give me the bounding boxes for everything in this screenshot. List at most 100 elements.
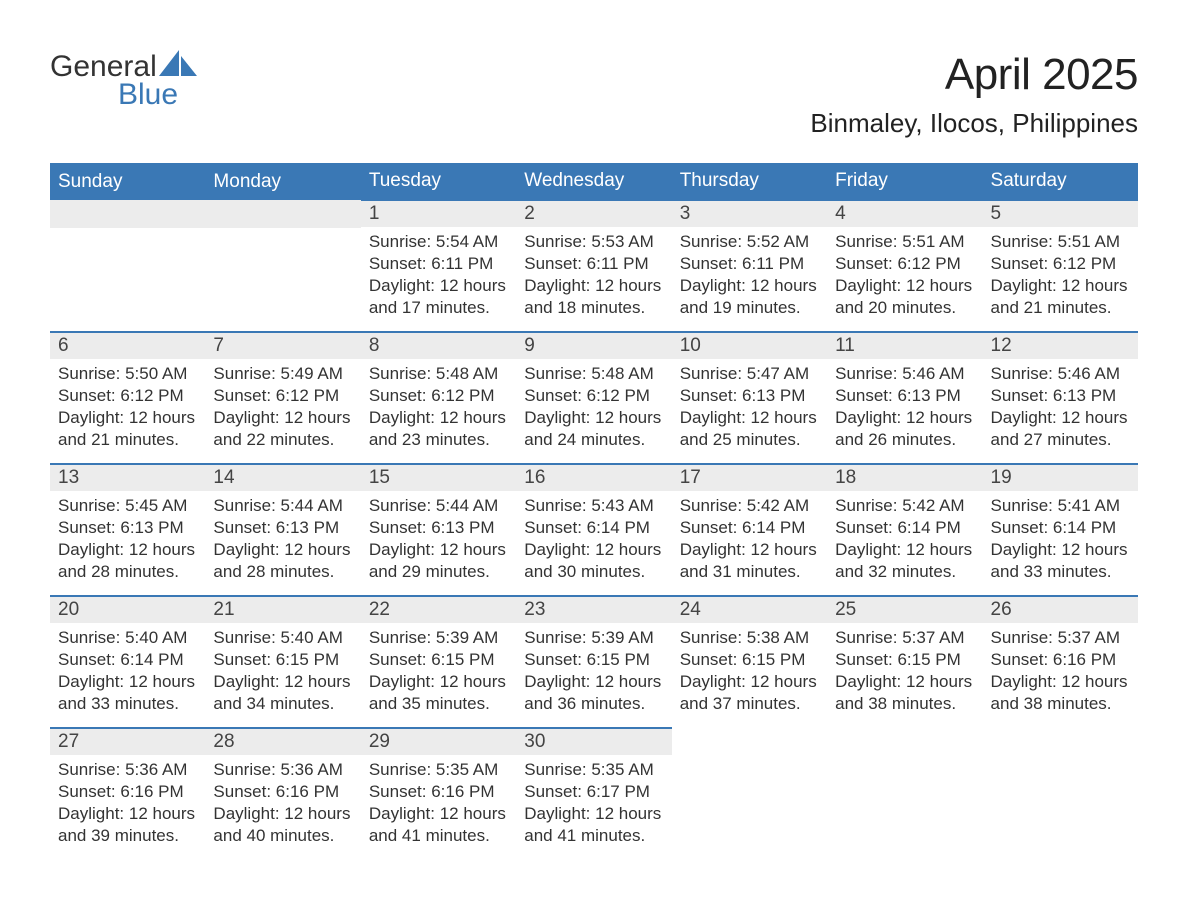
sunset-line: Sunset: 6:11 PM xyxy=(524,253,663,275)
calendar-cell: 5Sunrise: 5:51 AMSunset: 6:12 PMDaylight… xyxy=(983,200,1138,332)
day-number: 27 xyxy=(50,729,205,755)
sunrise-line: Sunrise: 5:42 AM xyxy=(835,495,974,517)
daylight-line: Daylight: 12 hours and 33 minutes. xyxy=(991,539,1130,583)
sunset-line: Sunset: 6:14 PM xyxy=(680,517,819,539)
sunset-line: Sunset: 6:14 PM xyxy=(835,517,974,539)
day-details: Sunrise: 5:42 AMSunset: 6:14 PMDaylight:… xyxy=(672,491,827,591)
sunset-line: Sunset: 6:15 PM xyxy=(213,649,352,671)
calendar-cell: 25Sunrise: 5:37 AMSunset: 6:15 PMDayligh… xyxy=(827,596,982,728)
day-number: 6 xyxy=(50,333,205,359)
daylight-line: Daylight: 12 hours and 18 minutes. xyxy=(524,275,663,319)
day-number: 16 xyxy=(516,465,671,491)
title-block: April 2025 Binmaley, Ilocos, Philippines xyxy=(810,50,1138,139)
sunset-line: Sunset: 6:13 PM xyxy=(369,517,508,539)
sunrise-line: Sunrise: 5:42 AM xyxy=(680,495,819,517)
day-details: Sunrise: 5:42 AMSunset: 6:14 PMDaylight:… xyxy=(827,491,982,591)
calendar-cell: 8Sunrise: 5:48 AMSunset: 6:12 PMDaylight… xyxy=(361,332,516,464)
daylight-line: Daylight: 12 hours and 41 minutes. xyxy=(369,803,508,847)
sunset-line: Sunset: 6:13 PM xyxy=(58,517,197,539)
daylight-line: Daylight: 12 hours and 32 minutes. xyxy=(835,539,974,583)
calendar-cell xyxy=(827,728,982,860)
day-details: Sunrise: 5:45 AMSunset: 6:13 PMDaylight:… xyxy=(50,491,205,591)
calendar-cell: 24Sunrise: 5:38 AMSunset: 6:15 PMDayligh… xyxy=(672,596,827,728)
weekday-header: Sunday xyxy=(50,163,205,200)
sunset-line: Sunset: 6:14 PM xyxy=(58,649,197,671)
calendar-cell: 14Sunrise: 5:44 AMSunset: 6:13 PMDayligh… xyxy=(205,464,360,596)
day-details: Sunrise: 5:40 AMSunset: 6:15 PMDaylight:… xyxy=(205,623,360,723)
header: General Blue April 2025 Binmaley, Ilocos… xyxy=(50,50,1138,139)
day-details: Sunrise: 5:36 AMSunset: 6:16 PMDaylight:… xyxy=(50,755,205,855)
day-number: 8 xyxy=(361,333,516,359)
daylight-line: Daylight: 12 hours and 41 minutes. xyxy=(524,803,663,847)
sunset-line: Sunset: 6:15 PM xyxy=(524,649,663,671)
calendar-body: 1Sunrise: 5:54 AMSunset: 6:11 PMDaylight… xyxy=(50,200,1138,860)
sunset-line: Sunset: 6:14 PM xyxy=(524,517,663,539)
sunset-line: Sunset: 6:15 PM xyxy=(835,649,974,671)
calendar-cell: 3 Sunrise: 5:52 AMSunset: 6:11 PMDaylight… xyxy=(672,200,827,332)
sunrise-line: Sunrise: 5:50 AM xyxy=(58,363,197,385)
calendar-cell: 12Sunrise: 5:46 AMSunset: 6:13 PMDayligh… xyxy=(983,332,1138,464)
sunrise-line: Sunrise: 5:44 AM xyxy=(213,495,352,517)
sunrise-line: Sunrise: 5:54 AM xyxy=(369,231,508,253)
calendar-cell: 4Sunrise: 5:51 AMSunset: 6:12 PMDaylight… xyxy=(827,200,982,332)
sunrise-line: Sunrise: 5:37 AM xyxy=(835,627,974,649)
daylight-line: Daylight: 12 hours and 38 minutes. xyxy=(991,671,1130,715)
day-number: 4 xyxy=(827,201,982,227)
daylight-line: Daylight: 12 hours and 40 minutes. xyxy=(213,803,352,847)
sunrise-line: Sunrise: 5:36 AM xyxy=(58,759,197,781)
day-details: Sunrise: 5:48 AMSunset: 6:12 PMDaylight:… xyxy=(361,359,516,459)
day-number: 23 xyxy=(516,597,671,623)
day-number: 1 xyxy=(361,201,516,227)
calendar-cell: 7Sunrise: 5:49 AMSunset: 6:12 PMDaylight… xyxy=(205,332,360,464)
daylight-line: Daylight: 12 hours and 37 minutes. xyxy=(680,671,819,715)
day-number: 5 xyxy=(983,201,1138,227)
sunset-line: Sunset: 6:11 PM xyxy=(680,253,819,275)
daylight-line: Daylight: 12 hours and 24 minutes. xyxy=(524,407,663,451)
day-number: 3 xyxy=(672,201,827,227)
day-details: Sunrise: 5:48 AMSunset: 6:12 PMDaylight:… xyxy=(516,359,671,459)
sunrise-line: Sunrise: 5:47 AM xyxy=(680,363,819,385)
sunrise-line: Sunrise: 5:36 AM xyxy=(213,759,352,781)
sunrise-line: Sunrise: 5:39 AM xyxy=(524,627,663,649)
calendar-cell xyxy=(50,200,205,332)
day-details: Sunrise: 5:40 AMSunset: 6:14 PMDaylight:… xyxy=(50,623,205,723)
sunset-line: Sunset: 6:16 PM xyxy=(213,781,352,803)
sunrise-line: Sunrise: 5:52 AM xyxy=(680,231,819,253)
daylight-line: Daylight: 12 hours and 17 minutes. xyxy=(369,275,508,319)
day-details: Sunrise: 5:43 AMSunset: 6:14 PMDaylight:… xyxy=(516,491,671,591)
calendar-cell: 15Sunrise: 5:44 AMSunset: 6:13 PMDayligh… xyxy=(361,464,516,596)
sunset-line: Sunset: 6:12 PM xyxy=(991,253,1130,275)
empty-day-header xyxy=(50,200,205,228)
calendar-cell: 17Sunrise: 5:42 AMSunset: 6:14 PMDayligh… xyxy=(672,464,827,596)
day-number: 2 xyxy=(516,201,671,227)
sunset-line: Sunset: 6:12 PM xyxy=(369,385,508,407)
day-details: Sunrise: 5:54 AMSunset: 6:11 PMDaylight:… xyxy=(361,227,516,327)
calendar-cell: 23Sunrise: 5:39 AMSunset: 6:15 PMDayligh… xyxy=(516,596,671,728)
day-details: Sunrise: 5:38 AMSunset: 6:15 PMDaylight:… xyxy=(672,623,827,723)
daylight-line: Daylight: 12 hours and 34 minutes. xyxy=(213,671,352,715)
empty-day-header xyxy=(205,200,360,228)
daylight-line: Daylight: 12 hours and 19 minutes. xyxy=(680,275,819,319)
sunrise-line: Sunrise: 5:45 AM xyxy=(58,495,197,517)
day-number: 28 xyxy=(205,729,360,755)
calendar-cell: 29Sunrise: 5:35 AMSunset: 6:16 PMDayligh… xyxy=(361,728,516,860)
sunset-line: Sunset: 6:12 PM xyxy=(58,385,197,407)
day-number: 7 xyxy=(205,333,360,359)
sunset-line: Sunset: 6:14 PM xyxy=(991,517,1130,539)
weekday-header: Monday xyxy=(205,163,360,200)
calendar-table: SundayMondayTuesdayWednesdayThursdayFrid… xyxy=(50,163,1138,860)
calendar-cell xyxy=(983,728,1138,860)
day-number: 13 xyxy=(50,465,205,491)
location: Binmaley, Ilocos, Philippines xyxy=(810,108,1138,139)
daylight-line: Daylight: 12 hours and 28 minutes. xyxy=(213,539,352,583)
sunset-line: Sunset: 6:12 PM xyxy=(524,385,663,407)
day-number: 11 xyxy=(827,333,982,359)
day-number: 17 xyxy=(672,465,827,491)
day-details: Sunrise: 5:53 AMSunset: 6:11 PMDaylight:… xyxy=(516,227,671,327)
weekday-header: Saturday xyxy=(983,163,1138,200)
calendar-cell xyxy=(205,200,360,332)
day-details: Sunrise: 5:50 AMSunset: 6:12 PMDaylight:… xyxy=(50,359,205,459)
day-details: Sunrise: 5:36 AMSunset: 6:16 PMDaylight:… xyxy=(205,755,360,855)
calendar-cell: 16Sunrise: 5:43 AMSunset: 6:14 PMDayligh… xyxy=(516,464,671,596)
sunset-line: Sunset: 6:13 PM xyxy=(680,385,819,407)
